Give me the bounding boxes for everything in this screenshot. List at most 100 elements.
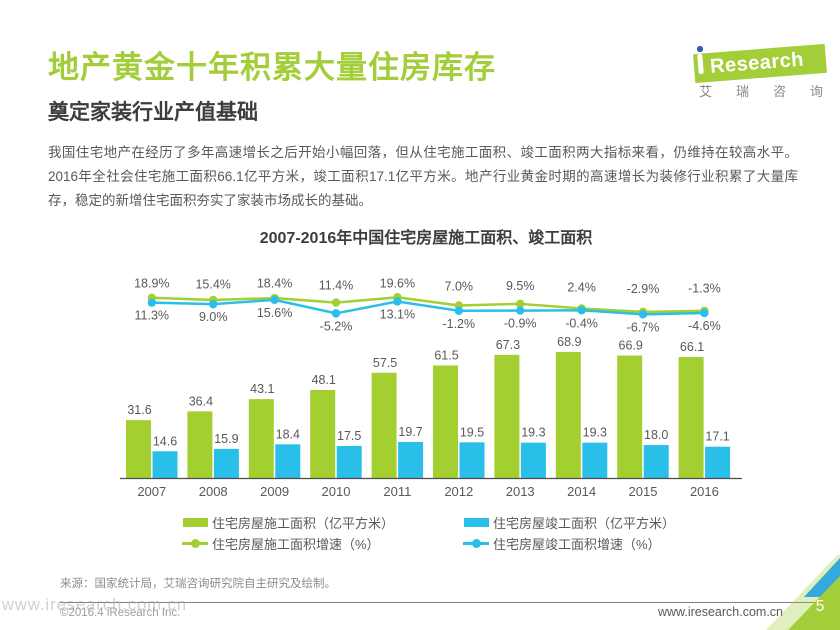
- completion-bar-2007: [152, 451, 178, 478]
- year-tick-label: 2014: [567, 484, 596, 499]
- construction-bar-2015: [617, 355, 643, 478]
- construction-bar-2009: [248, 399, 274, 478]
- completion-value-label: 19.5: [460, 425, 484, 439]
- completion-bar-2011: [398, 441, 424, 478]
- completion-bar-2009: [275, 444, 301, 478]
- completion-growth-label: 11.3%: [135, 309, 170, 323]
- construction-growth-label: 7.0%: [445, 279, 474, 293]
- completion-value-label: 17.1: [705, 430, 729, 444]
- footer-divider: [60, 602, 836, 603]
- year-tick-label: 2007: [137, 484, 166, 499]
- legend-swatch-green-line: [182, 538, 208, 548]
- construction-growth-label: 15.4%: [195, 277, 230, 291]
- completion-growth-label: -5.2%: [320, 319, 353, 333]
- completion-bar-2016: [705, 446, 731, 478]
- year-tick-label: 2016: [690, 484, 719, 499]
- construction-value-label: 66.1: [680, 340, 704, 354]
- completion-bar-2014: [582, 442, 608, 478]
- footer-copyright: ©2016.4 iResearch Inc.: [60, 607, 181, 619]
- construction-bar-2010: [310, 389, 336, 478]
- completion-growth-label: 15.6%: [257, 306, 292, 320]
- completion-growth-label: 9.0%: [199, 310, 228, 324]
- completion-growth-point-2015: [638, 310, 648, 319]
- year-tick-label: 2015: [629, 484, 658, 499]
- legend-swatch-blue-bar: [464, 517, 489, 527]
- construction-value-label: 61.5: [434, 348, 458, 362]
- completion-value-label: 15.9: [214, 432, 238, 446]
- completion-bar-2013: [520, 442, 546, 478]
- source-note: 来源：国家统计局，艾瑞咨询研究院自主研究及绘制。: [60, 578, 336, 590]
- legend-line-dot: [471, 538, 481, 548]
- completion-growth-point-2016: [700, 308, 709, 318]
- legend-swatch-blue-line: [463, 538, 489, 548]
- legend-completion-area: 住宅房屋竣工面积（亿平方米）: [464, 514, 676, 531]
- construction-value-label: 36.4: [189, 394, 213, 408]
- combo-chart: 31.6 14.6 2007 36.4 15.9 2008 43.1 18.4 2009 48.1…: [120, 276, 742, 499]
- year-tick-label: 2012: [444, 484, 473, 499]
- completion-growth-point-2013: [516, 306, 525, 315]
- year-tick-label: 2008: [199, 484, 228, 499]
- construction-value-label: 68.9: [557, 335, 581, 349]
- iresearch-logo: Research 艾瑞咨询: [690, 40, 840, 99]
- completion-growth-point-2012: [454, 306, 463, 315]
- legend-label: 住宅房屋竣工面积（亿平方米）: [493, 515, 676, 531]
- legend-construction-growth: 住宅房屋施工面积增速（%）: [182, 535, 380, 552]
- completion-growth-point-2008: [209, 299, 218, 309]
- completion-growth-point-2011: [393, 297, 402, 306]
- page-number: 5: [815, 598, 825, 615]
- logo-brand-text: Research: [709, 48, 805, 78]
- year-tick-label: 2013: [506, 484, 535, 499]
- completion-value-label: 19.3: [521, 426, 545, 440]
- completion-value-label: 18.4: [276, 427, 300, 441]
- logo-chinese-name: 艾瑞咨询: [699, 84, 840, 99]
- logo-i-dot: [697, 46, 703, 52]
- completion-bar-2015: [643, 445, 669, 478]
- completion-growth-label: -6.7%: [627, 320, 660, 334]
- construction-value-label: 66.9: [619, 339, 643, 353]
- legend-swatch-green-bar: [183, 517, 208, 527]
- page-title: 地产黄金十年积累大量住房库存: [48, 50, 496, 85]
- completion-growth-line: [151, 298, 705, 316]
- construction-value-label: 48.1: [312, 373, 336, 387]
- completion-growth-point-2014: [577, 306, 586, 315]
- legend-line-dot: [190, 538, 200, 548]
- completion-growth-label: -4.6%: [688, 319, 721, 333]
- completion-growth-label: 13.1%: [380, 307, 415, 321]
- legend-label: 住宅房屋施工面积增速（%）: [212, 536, 380, 552]
- construction-value-label: 57.5: [373, 356, 397, 370]
- construction-growth-label: 18.4%: [257, 277, 292, 291]
- completion-growth-label: -0.4%: [565, 316, 598, 330]
- completion-growth-point-2010: [331, 309, 341, 318]
- completion-value-label: 19.7: [398, 425, 422, 439]
- completion-growth-label: -0.9%: [504, 317, 537, 331]
- construction-growth-point-2013: [516, 299, 525, 309]
- construction-growth-label: 19.6%: [380, 276, 415, 290]
- construction-growth-line: [151, 296, 705, 314]
- legend-completion-growth: 住宅房屋竣工面积增速（%）: [463, 535, 661, 552]
- completion-bar-2010: [336, 445, 362, 478]
- construction-bar-2012: [433, 365, 458, 478]
- completion-growth-point-2007: [147, 298, 156, 307]
- chart-title: 2007-2016年中国住宅房屋施工面积、竣工面积: [259, 230, 593, 247]
- construction-bar-2007: [126, 420, 151, 478]
- completion-growth-point-2009: [270, 295, 279, 305]
- year-tick-label: 2009: [260, 484, 289, 499]
- completion-bar-2012: [459, 442, 485, 478]
- legend-construction-area: 住宅房屋施工面积（亿平方米）: [183, 514, 394, 531]
- construction-value-label: 31.6: [127, 403, 151, 417]
- construction-bar-2016: [678, 357, 704, 478]
- legend-label: 住宅房屋竣工面积增速（%）: [493, 536, 661, 552]
- construction-value-label: 43.1: [250, 382, 274, 396]
- construction-bar-2011: [371, 372, 397, 478]
- completion-bar-2008: [213, 448, 239, 478]
- construction-growth-label: 9.5%: [506, 279, 535, 293]
- logo-green-shape: Research: [693, 43, 827, 84]
- construction-growth-label: 2.4%: [567, 280, 596, 294]
- year-tick-label: 2011: [383, 484, 411, 499]
- body-paragraph: 我国住宅地产在经历了多年高速增长之后开始小幅回落，但从住宅施工面积、竣工面积两大…: [48, 145, 798, 208]
- construction-growth-label: 18.9%: [134, 277, 169, 291]
- construction-growth-label: 11.4%: [319, 278, 354, 292]
- construction-bar-2008: [187, 411, 213, 478]
- construction-growth-point-2010: [331, 298, 341, 307]
- footer-watermark: www.iresearch.com.cn: [2, 596, 188, 614]
